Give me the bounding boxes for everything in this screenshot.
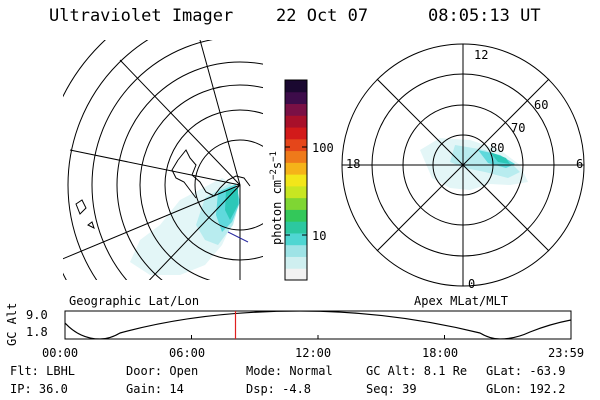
altitude-xtick-4: 23:59 bbox=[548, 346, 585, 360]
mlt-label-18: 18 bbox=[346, 157, 361, 171]
apex-polar-map bbox=[341, 43, 585, 287]
altitude-xtick-2: 12:00 bbox=[295, 346, 332, 360]
colorbar-band bbox=[285, 127, 307, 140]
altitude-plot bbox=[64, 310, 572, 340]
colorbar bbox=[285, 80, 307, 281]
mlat-label-80: 80 bbox=[490, 141, 505, 155]
colorbar-band bbox=[285, 221, 307, 234]
colorbar-band bbox=[285, 232, 307, 246]
altitude-ytick-bottom: 1.8 bbox=[26, 325, 48, 339]
colorbar-frame bbox=[284, 79, 308, 281]
instrument-title: Ultraviolet Imager bbox=[49, 6, 234, 26]
mlat-label-70: 70 bbox=[511, 121, 526, 135]
colorbar-label-100: 100 bbox=[312, 141, 334, 155]
colorbar-unit-exp1: −2 bbox=[269, 169, 279, 180]
colorbar-band bbox=[285, 174, 307, 187]
colorbar-band bbox=[285, 256, 307, 269]
aurora-emission-left bbox=[130, 178, 240, 275]
mlat-label-60: 60 bbox=[534, 98, 549, 112]
colorbar-band bbox=[285, 162, 307, 175]
altitude-plot-frame bbox=[64, 310, 572, 340]
mlt-label-6: 6 bbox=[576, 157, 584, 171]
info-dsp: Dsp: -4.8 bbox=[246, 382, 312, 396]
colorbar-band bbox=[285, 115, 307, 128]
altitude-ytick-top: 9.0 bbox=[26, 308, 48, 322]
colorbar-label-10: 10 bbox=[312, 229, 327, 243]
info-mode: Mode: Normal bbox=[246, 364, 333, 378]
colorbar-band bbox=[285, 209, 307, 222]
info-glat: GLat: -63.9 bbox=[486, 364, 566, 378]
colorbar-unit-seconds: s bbox=[270, 161, 284, 170]
altitude-ylabel: GC Alt bbox=[5, 302, 19, 346]
colorbar-band bbox=[285, 244, 307, 257]
altitude-xtick-1: 06:00 bbox=[169, 346, 206, 360]
colorbar-unit-exp2: −1 bbox=[269, 151, 279, 162]
info-door: Door: Open bbox=[126, 364, 199, 378]
altitude-xtick-0: 00:00 bbox=[42, 346, 79, 360]
colorbar-band bbox=[285, 103, 307, 116]
mlt-label-0: 0 bbox=[468, 277, 476, 291]
colorbar-band bbox=[285, 91, 307, 105]
info-gc-alt: GC Alt: 8.1 Re bbox=[366, 364, 468, 378]
colorbar-band bbox=[285, 197, 307, 210]
colorbar-unit-label: photon cm−2s−1 bbox=[269, 151, 284, 245]
mlt-label-12: 12 bbox=[474, 48, 489, 62]
observation-date: 22 Oct 07 bbox=[276, 6, 369, 26]
colorbar-unit-main: photon cm bbox=[270, 179, 284, 245]
colorbar-band bbox=[285, 80, 307, 93]
colorbar-band bbox=[285, 268, 307, 281]
geographic-map-label: Geographic Lat/Lon bbox=[69, 294, 200, 308]
altitude-xtick-3: 18:00 bbox=[422, 346, 459, 360]
info-seq: Seq: 39 bbox=[366, 382, 417, 396]
info-ip: IP: 36.0 bbox=[10, 382, 68, 396]
geographic-map bbox=[63, 40, 263, 280]
altitude-x-ticks bbox=[64, 335, 572, 339]
apex-map-label: Apex MLat/MLT bbox=[414, 294, 508, 308]
colorbar-band bbox=[285, 150, 307, 163]
colorbar-band bbox=[285, 138, 307, 152]
aurora-emission-right bbox=[420, 138, 528, 190]
observation-time: 08:05:13 UT bbox=[428, 6, 541, 26]
info-glon: GLon: 192.2 bbox=[486, 382, 566, 396]
info-gain: Gain: 14 bbox=[126, 382, 184, 396]
colorbar-band bbox=[285, 185, 307, 199]
info-filter: Flt: LBHL bbox=[10, 364, 76, 378]
altitude-curve bbox=[65, 311, 571, 339]
